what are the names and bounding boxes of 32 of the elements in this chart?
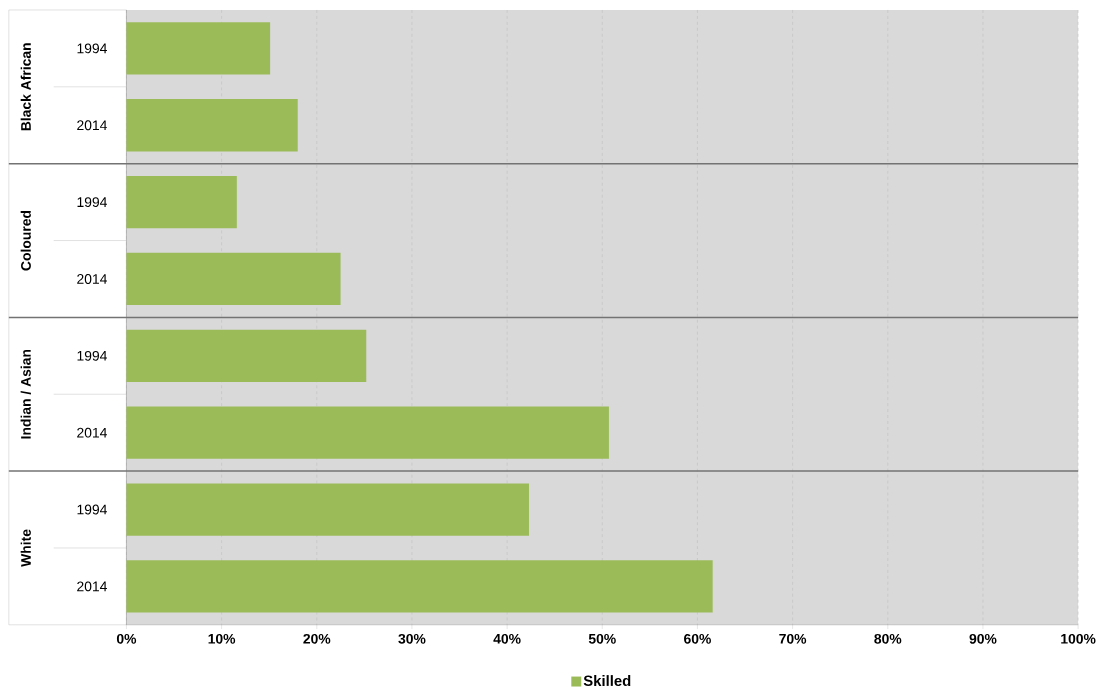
y-tick-label: 2014 (77, 274, 107, 285)
x-tick-label: 50% (588, 634, 616, 644)
bar (126, 22, 271, 75)
x-tick-label: 40% (493, 634, 521, 644)
y-tick-label: 1994 (77, 43, 107, 54)
bar (126, 406, 609, 460)
y-tick-label: 2014 (77, 581, 107, 592)
x-tick-label: 20% (303, 634, 331, 644)
text: Indian / Asian (20, 350, 31, 439)
x-tick-label: 10% (208, 634, 236, 644)
bar (126, 560, 713, 613)
bar (126, 253, 341, 306)
x-tick-label: 30% (398, 634, 426, 644)
y-tick-label: 2014 (77, 120, 107, 131)
bar (126, 176, 237, 229)
x-tick-label: 60% (684, 634, 711, 644)
text: Coloured (20, 211, 31, 271)
x-tick-label: 80% (874, 634, 902, 644)
text: White (20, 529, 31, 568)
bar (126, 483, 529, 536)
y-tick-label: 1994 (77, 504, 107, 515)
y-tick-label: 2014 (77, 427, 107, 438)
x-tick-label: 100% (1061, 634, 1096, 644)
y-tick-label: 1994 (77, 197, 107, 208)
bar (126, 99, 298, 152)
x-tick-label: 0% (116, 634, 137, 644)
text: Black African (20, 43, 31, 131)
x-tick-label: 90% (969, 634, 997, 644)
x-tick-label: 70% (779, 634, 807, 644)
bar (126, 329, 367, 383)
legend-label: Skilled (583, 675, 631, 687)
y-tick-label: 1994 (77, 351, 107, 361)
